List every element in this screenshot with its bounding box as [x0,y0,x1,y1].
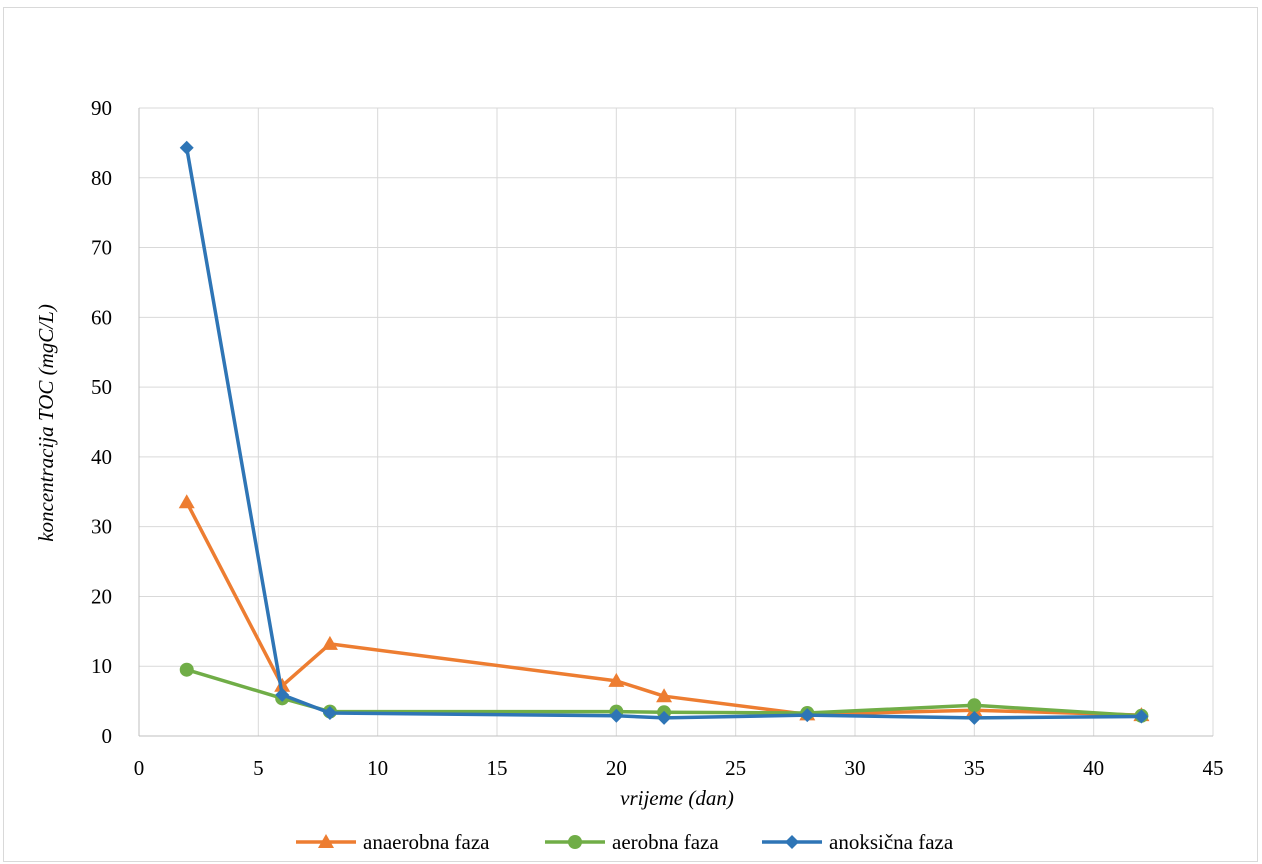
data-point [657,710,672,725]
legend-marker [568,835,582,849]
x-tick-label: 40 [1083,756,1104,780]
x-tick-label: 10 [367,756,388,780]
data-point [609,708,624,723]
y-tick-label: 40 [91,445,112,469]
data-point [321,635,338,650]
data-point [178,494,195,509]
data-point [275,687,290,702]
data-point [322,705,337,720]
legend-label: aerobna faza [612,830,719,854]
axes [138,108,1213,737]
tick-labels: 0 10 20 30 40 50 60 70 80 90 0 5 10 15 20 25 30 35 40 45 [91,96,1224,780]
legend-item: anoksična faza [762,830,954,854]
series-2 [179,140,1149,725]
data-point [179,662,194,677]
data-point [1134,709,1149,724]
series-line [184,147,1142,720]
y-tick-label: 20 [91,584,112,608]
x-tick-label: 25 [725,756,746,780]
y-tick-label: 10 [91,654,112,678]
y-tick-label: 80 [91,166,112,190]
series-0 [178,494,1150,722]
legend-label: anoksična faza [829,830,954,854]
chart-area [3,7,1258,862]
y-tick-label: 0 [102,724,113,748]
x-tick-label: 20 [606,756,627,780]
series-lines [178,140,1150,725]
series-line [185,501,1142,717]
x-tick-label: 35 [964,756,985,780]
legend-marker [318,834,334,848]
y-axis-title: koncentracija TOC (mgC/L) [34,304,58,542]
data-point [656,688,673,703]
series-line [186,668,1142,718]
y-tick-label: 60 [91,305,112,329]
x-tick-label: 5 [253,756,264,780]
legend: anaerobna faza aerobna faza anoksična faza [296,830,954,854]
y-tick-label: 70 [91,236,112,260]
legend-item: anaerobna faza [296,830,490,854]
legend-label: anaerobna faza [363,830,490,854]
data-point [967,698,982,713]
x-tick-label: 15 [487,756,508,780]
x-axis-title: vrijeme (dan) [620,786,734,810]
data-point [179,140,194,155]
y-tick-label: 50 [91,375,112,399]
data-point [800,708,815,723]
data-point [967,710,982,725]
y-tick-label: 90 [91,96,112,120]
x-tick-label: 30 [845,756,866,780]
legend-item: aerobna faza [545,830,719,854]
x-tick-label: 0 [134,756,145,780]
data-point [608,672,625,687]
y-tick-label: 30 [91,515,112,539]
gridlines [139,107,1214,736]
legend-marker [785,835,799,849]
x-tick-label: 45 [1203,756,1224,780]
